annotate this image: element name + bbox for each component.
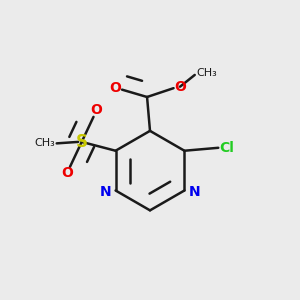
- Text: CH₃: CH₃: [34, 138, 55, 148]
- Text: Cl: Cl: [220, 141, 235, 155]
- Text: N: N: [188, 185, 200, 199]
- Text: CH₃: CH₃: [196, 68, 217, 78]
- Text: O: O: [91, 103, 102, 117]
- Text: O: O: [110, 81, 122, 95]
- Text: O: O: [61, 167, 73, 180]
- Text: O: O: [174, 80, 186, 94]
- Text: N: N: [100, 185, 112, 199]
- Text: S: S: [76, 133, 88, 151]
